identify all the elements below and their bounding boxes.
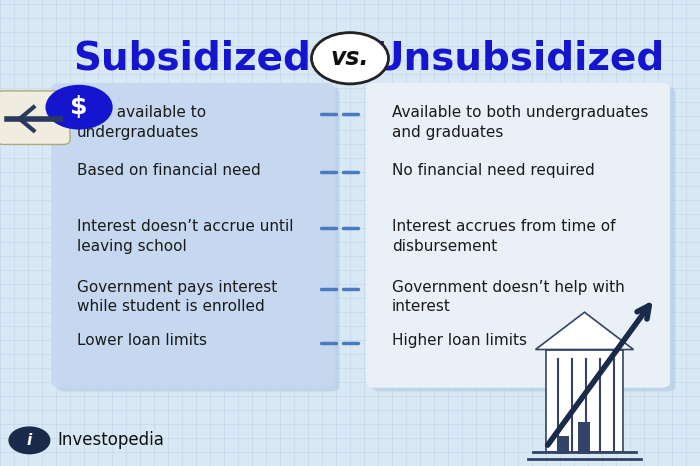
Text: Unsubsidized: Unsubsidized [372,39,664,77]
FancyBboxPatch shape [0,91,70,144]
Circle shape [312,33,388,84]
Polygon shape [536,312,634,350]
Text: Higher loan limits: Higher loan limits [392,333,527,348]
Text: Only available to
undergraduates: Only available to undergraduates [77,105,206,140]
Circle shape [8,426,50,454]
Text: Lower loan limits: Lower loan limits [77,333,207,348]
Text: Based on financial need: Based on financial need [77,163,260,178]
Text: Subsidized: Subsidized [74,39,312,77]
Text: Government doesn’t help with
interest: Government doesn’t help with interest [392,280,624,315]
FancyBboxPatch shape [578,422,590,454]
Text: i: i [27,433,32,448]
Text: Interest doesn’t accrue until
leaving school: Interest doesn’t accrue until leaving sc… [77,219,293,254]
Text: $: $ [70,95,88,119]
Text: Investopedia: Investopedia [57,432,164,449]
Text: Government pays interest
while student is enrolled: Government pays interest while student i… [77,280,277,315]
FancyBboxPatch shape [556,436,569,454]
FancyBboxPatch shape [366,83,670,388]
Text: vs.: vs. [330,46,370,70]
FancyBboxPatch shape [57,87,339,391]
Text: Available to both undergraduates
and graduates: Available to both undergraduates and gra… [392,105,648,140]
FancyBboxPatch shape [546,350,623,452]
FancyBboxPatch shape [372,87,676,391]
FancyBboxPatch shape [51,83,334,388]
Text: Interest accrues from time of
disbursement: Interest accrues from time of disburseme… [392,219,615,254]
Circle shape [46,85,113,130]
Text: No financial need required: No financial need required [392,163,595,178]
